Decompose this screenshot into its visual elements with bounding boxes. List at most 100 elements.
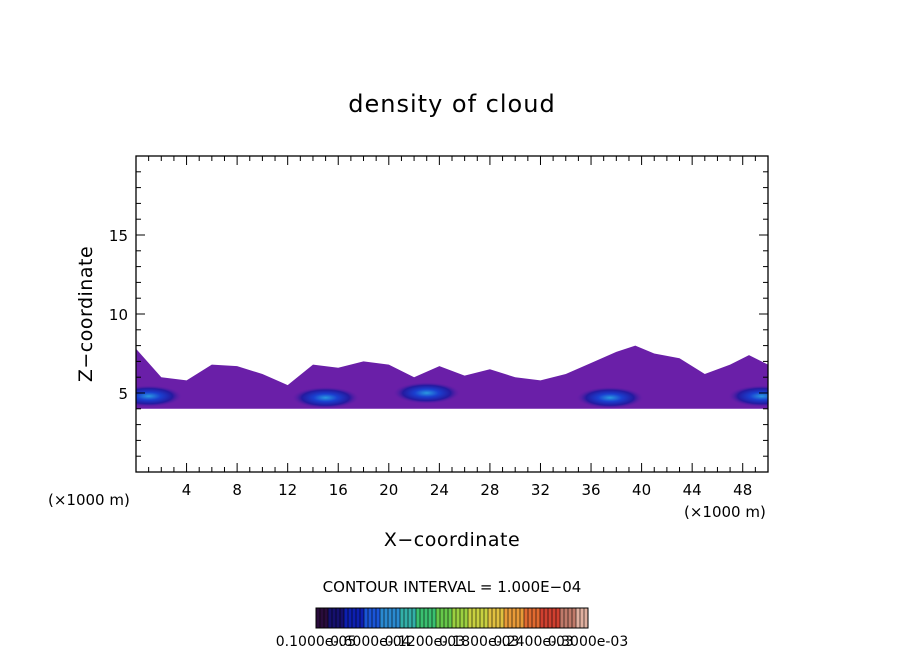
x-axis: 4 8 12 16 20 24 28 32 36 40 44 48 (148, 156, 756, 499)
colorbar-stripe (544, 608, 548, 628)
colorbar-stripe (372, 608, 376, 628)
x-tick-label: 8 (232, 481, 242, 499)
colorbar-stripe (576, 608, 580, 628)
colorbar-stripe (344, 608, 348, 628)
colorbar-stripe (504, 608, 508, 628)
x-tick-label: 28 (480, 481, 499, 499)
colorbar-stripe (472, 608, 476, 628)
colorbar-stripe (568, 608, 572, 628)
plot-frame (135, 155, 769, 473)
y-tick-label: 15 (109, 227, 128, 245)
x-axis-unit: (×1000 m) (684, 503, 766, 521)
colorbar-stripe (412, 608, 416, 628)
cloud-field (136, 345, 768, 409)
colorbar-stripe (352, 608, 356, 628)
colorbar-stripe (468, 608, 472, 628)
colorbar-stripe (488, 608, 492, 628)
y-axis-unit: (×1000 m) (48, 491, 130, 509)
colorbar-stripe (580, 608, 584, 628)
colorbar-stripe (424, 608, 428, 628)
colorbar-stripe (416, 608, 420, 628)
contour-interval-label: CONTOUR INTERVAL = 1.000E−04 (323, 578, 582, 596)
colorbar-stripe (420, 608, 424, 628)
y-tick-label: 10 (109, 306, 128, 324)
colorbar-stripe (552, 608, 556, 628)
colorbar-stripe (356, 608, 360, 628)
colorbar-stripe (384, 608, 388, 628)
colorbar-stripe (524, 608, 528, 628)
colorbar-stripe (452, 608, 456, 628)
colorbar-stripe (520, 608, 524, 628)
x-tick-label: 48 (733, 481, 752, 499)
colorbar-stripe (496, 608, 500, 628)
colorbar-label: 0.2400e-03 (493, 634, 573, 650)
y-tick-label: 5 (118, 385, 128, 403)
colorbar-stripe (548, 608, 552, 628)
cloud-core (727, 385, 768, 408)
x-axis-title: X−coordinate (384, 529, 520, 551)
colorbar-stripe (360, 608, 364, 628)
colorbar-stripe (516, 608, 520, 628)
colorbar-stripe (428, 608, 432, 628)
colorbar-stripe (408, 608, 412, 628)
x-tick-label: 16 (329, 481, 348, 499)
colorbar-frame (315, 607, 589, 629)
colorbar-stripe (316, 608, 320, 628)
colorbar-stripe (400, 608, 404, 628)
colorbar-stripe (540, 608, 544, 628)
colorbar-label: 0.3000e-03 (548, 634, 628, 650)
colorbar-label: 0.1200e-03 (385, 634, 465, 650)
cloud-core (291, 386, 360, 409)
colorbar-stripe (392, 608, 396, 628)
colorbar-stripe (572, 608, 576, 628)
colorbar-stripe (340, 608, 344, 628)
x-tick-label: 4 (182, 481, 192, 499)
colorbar-stripe (536, 608, 540, 628)
colorbar-stripe (484, 608, 488, 628)
colorbar-stripe (564, 608, 568, 628)
colorbar-stripe (512, 608, 516, 628)
colorbar (315, 607, 589, 629)
x-tick-label: 40 (632, 481, 651, 499)
colorbar-labels: 0.1000e-050.6000e-040.1200e-030.1800e-03… (276, 634, 628, 650)
colorbar-stripe (448, 608, 452, 628)
colorbar-label: 0.1800e-03 (439, 634, 519, 650)
colorbar-stripe (460, 608, 464, 628)
colorbar-stripe (328, 608, 332, 628)
colorbar-stripe (480, 608, 484, 628)
colorbar-stripe (336, 608, 340, 628)
colorbar-stripe (388, 608, 392, 628)
colorbar-stripe (380, 608, 384, 628)
colorbar-label: 0.1000e-05 (276, 634, 356, 650)
cloud-core (392, 382, 461, 404)
colorbar-stripe (332, 608, 336, 628)
colorbar-stripe (396, 608, 400, 628)
colorbar-label: 0.6000e-04 (330, 634, 411, 650)
y-axis-title: Z−coordinate (75, 246, 97, 382)
colorbar-stripe (464, 608, 468, 628)
x-tick-label: 44 (683, 481, 702, 499)
colorbar-stripe (436, 608, 440, 628)
colorbar-stripe (368, 608, 372, 628)
colorbar-stripe (456, 608, 460, 628)
x-tick-label: 20 (379, 481, 398, 499)
colorbar-stripe (476, 608, 480, 628)
colorbar-stripe (500, 608, 504, 628)
x-tick-label: 24 (430, 481, 449, 499)
y-axis: 5 10 15 (109, 171, 768, 457)
colorbar-stripe (376, 608, 380, 628)
cloud-core (136, 385, 183, 408)
colorbar-stripe (440, 608, 444, 628)
colorbar-stripe (508, 608, 512, 628)
x-tick-label: 32 (531, 481, 550, 499)
colorbar-stripe (364, 608, 368, 628)
colorbar-stripe (584, 608, 588, 628)
colorbar-stripe (556, 608, 560, 628)
colorbar-stripe (432, 608, 436, 628)
colorbar-stripe (492, 608, 496, 628)
colorbar-stripe (348, 608, 352, 628)
colorbar-stripe (324, 608, 328, 628)
chart-title: density of cloud (348, 90, 555, 118)
x-tick-label: 12 (278, 481, 297, 499)
